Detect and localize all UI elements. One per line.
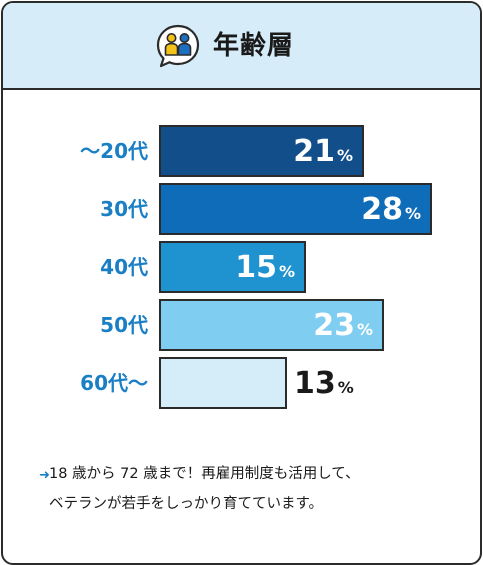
card-header: 年齢層 (3, 3, 480, 90)
category-label: 60代～ (80, 371, 148, 395)
bar (159, 183, 432, 235)
bar (159, 125, 364, 177)
data-label: 28% (361, 192, 421, 227)
data-label: 21% (293, 134, 353, 169)
category-label: 30代 (100, 197, 148, 221)
bar (159, 299, 384, 351)
age-bar-chart: ～20代 21 % 30代 28 % 40代 15 % 50代 23 % 60代～ 13% (80, 125, 432, 409)
data-label: 15% (235, 250, 295, 285)
note-line: 18 歳から 72 歳まで！再雇用制度も活用して、 (49, 466, 360, 482)
category-label: ～20代 (80, 139, 148, 163)
note-line: ベテランが若手をしっかり育てています。 (49, 496, 324, 512)
data-label: 23% (313, 308, 373, 343)
data-label: 13% (294, 366, 354, 401)
bar (159, 241, 306, 293)
people-icon (156, 24, 200, 68)
chart-title: 年齢層 (213, 31, 295, 61)
bar (159, 357, 287, 409)
note: ➜ 18 歳から 72 歳まで！再雇用制度も活用して、 ベテランが若手をしっかり… (39, 465, 449, 519)
category-label: 50代 (100, 313, 148, 337)
category-label: 40代 (100, 255, 148, 279)
arrow-right-icon: ➜ (39, 468, 50, 483)
